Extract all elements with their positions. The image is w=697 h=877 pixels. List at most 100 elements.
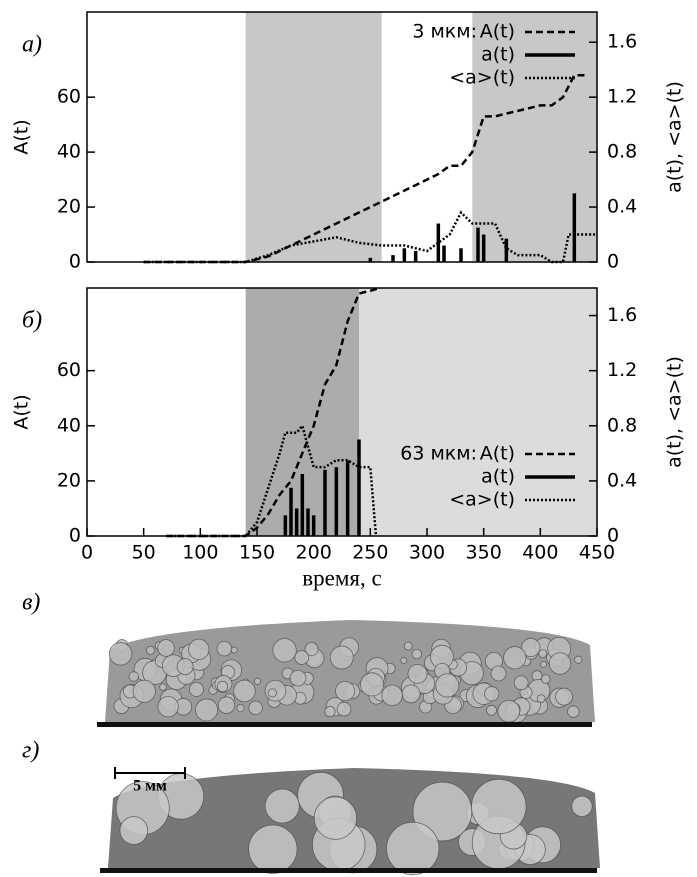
y-axis-label: A(t) [11, 394, 33, 429]
bubble [403, 641, 413, 651]
legend-label: <a>(t) [449, 489, 515, 511]
x-tick-label: 0 [81, 542, 93, 564]
y2-tick-label: 0 [607, 251, 619, 273]
bubble [217, 696, 236, 714]
scale-bar-label: 5 мм [133, 778, 167, 795]
x-tick-label: 300 [409, 542, 445, 564]
bubble [157, 695, 179, 718]
bubble [248, 824, 298, 874]
bubble [497, 699, 521, 723]
panel-label: б) [22, 308, 42, 334]
photo [97, 620, 595, 727]
bubble [540, 674, 551, 684]
y-tick-label: 60 [57, 359, 81, 381]
bubble [289, 669, 307, 687]
bubble [176, 658, 194, 676]
bubble [435, 673, 460, 698]
bubble [336, 701, 352, 717]
bubble [195, 698, 219, 722]
y-tick-label: 20 [57, 196, 81, 218]
bubble [503, 646, 527, 670]
bubble [360, 672, 385, 697]
bubble [272, 638, 297, 663]
bubble [574, 655, 583, 664]
plot-frame [86, 287, 598, 537]
bubble [233, 679, 256, 703]
legend-label: a(t) [481, 44, 515, 66]
y2-tick-label: 1.6 [607, 304, 637, 326]
legend-label: A(t) [480, 21, 515, 43]
y2-tick-label: 1.2 [607, 86, 637, 108]
bubble [484, 686, 500, 702]
x-tick-label: 400 [522, 542, 558, 564]
y2-tick-label: 1.2 [607, 359, 637, 381]
plot-frame [86, 11, 598, 263]
bubble [267, 688, 277, 698]
x-tick-label: 250 [352, 542, 388, 564]
bubble [411, 648, 422, 660]
bubble [119, 816, 149, 845]
y2-tick-label: 0.4 [607, 469, 637, 491]
bubble [157, 639, 175, 657]
bubble [513, 675, 529, 691]
photo [100, 768, 600, 876]
bubble [567, 705, 580, 718]
y2-axis-label: a(t), <a>(t) [664, 356, 686, 468]
bubble [248, 700, 263, 716]
bubble [159, 683, 167, 691]
x-tick-label: 450 [579, 542, 615, 564]
bubble [555, 687, 573, 706]
bubble [294, 650, 310, 665]
y-axis-label: A(t) [11, 119, 33, 154]
y2-tick-label: 0.4 [607, 196, 637, 218]
legend-label: A(t) [480, 443, 515, 465]
bubble [486, 704, 497, 716]
y-tick-label: 0 [69, 251, 81, 273]
bubble [146, 645, 156, 655]
panel-label: а) [22, 32, 42, 58]
bubble [264, 788, 300, 824]
bubble [188, 681, 204, 697]
y2-tick-label: 0.8 [607, 414, 637, 436]
bubble [540, 660, 547, 668]
bubble [128, 671, 139, 682]
series-line [166, 286, 380, 538]
x-axis-label: время, с [302, 565, 381, 590]
y-tick-label: 40 [57, 141, 81, 163]
bubble [324, 706, 336, 718]
series-line [143, 210, 597, 264]
x-tick-label: 200 [296, 542, 332, 564]
bubble [188, 638, 210, 661]
bubble [313, 796, 358, 840]
bubble [329, 645, 354, 670]
bubble [216, 680, 229, 693]
bubble [236, 703, 245, 713]
y-tick-label: 40 [57, 414, 81, 436]
panel-label: г) [22, 738, 39, 764]
legend-title: 63 мкм: [400, 443, 477, 465]
y2-tick-label: 1.6 [607, 31, 637, 53]
bubble [108, 642, 133, 666]
bubble [253, 677, 262, 685]
y2-tick-label: 0 [607, 525, 619, 547]
bubble [216, 640, 233, 657]
bubble [230, 646, 238, 654]
bubble [471, 778, 527, 835]
bubble [548, 652, 572, 675]
bubble [407, 663, 428, 684]
legend-label: <a>(t) [449, 67, 515, 89]
base-line [97, 722, 592, 727]
bubble [401, 684, 421, 704]
bubble [400, 657, 408, 664]
bubble [386, 821, 440, 876]
y2-axis-label: a(t), <a>(t) [664, 81, 686, 193]
series-line [166, 423, 378, 538]
legend-title: 3 мкм: [412, 21, 477, 43]
bubble [381, 684, 403, 707]
base-line [100, 868, 597, 873]
bubble [335, 680, 356, 702]
bubble [490, 665, 507, 682]
legend-label: a(t) [481, 466, 515, 488]
bubble [571, 795, 593, 817]
